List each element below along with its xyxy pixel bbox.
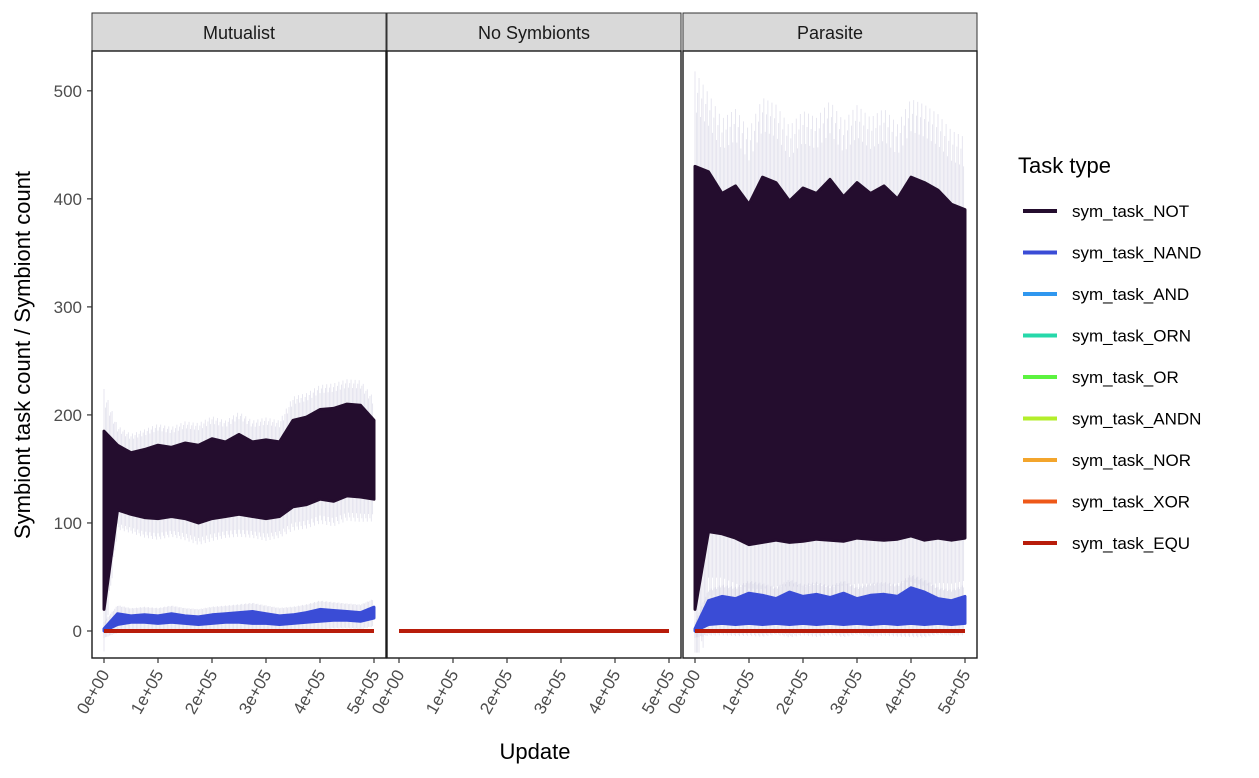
legend-item: sym_task_NOT	[1023, 202, 1189, 221]
sym_task_NOT-band	[693, 164, 967, 611]
x-axis-parasite: 0e+00 1e+05 2e+05 3e+05 4e+05 5e+05	[664, 658, 974, 717]
series-group	[102, 379, 376, 652]
plot-background	[387, 51, 681, 658]
legend-item: sym_task_NAND	[1023, 244, 1201, 263]
legend-label: sym_task_AND	[1072, 285, 1189, 304]
legend: Task type sym_task_NOTsym_task_NANDsym_t…	[1018, 153, 1201, 553]
y-tick-label: 400	[54, 190, 82, 209]
facet-strip-label: No Symbionts	[478, 23, 590, 43]
facet-panels: Mutualist No Symbionts Parasite	[91, 12, 978, 659]
legend-label: sym_task_NAND	[1072, 244, 1201, 263]
x-tick-label: 4e+05	[289, 667, 329, 718]
legend-label: sym_task_NOT	[1072, 202, 1189, 221]
legend-label: sym_task_OR	[1072, 368, 1179, 387]
legend-item: sym_task_OR	[1023, 368, 1179, 387]
panel-border	[386, 50, 682, 659]
legend-label: sym_task_ANDN	[1072, 410, 1201, 429]
x-tick-label: 4e+05	[880, 667, 920, 718]
legend-item: sym_task_NOR	[1023, 451, 1191, 470]
legend-item: sym_task_AND	[1023, 285, 1189, 304]
x-axis-mutualist: 0e+00 1e+05 2e+05 3e+05 4e+05 5e+05	[73, 658, 383, 717]
x-tick-label: 2e+05	[181, 667, 221, 718]
y-tick-label: 500	[54, 82, 82, 101]
legend-label: sym_task_ORN	[1072, 327, 1191, 346]
x-tick-label: 4e+05	[584, 667, 624, 718]
facet-strip-label: Parasite	[797, 23, 863, 43]
sym_task_NOT-band	[102, 402, 376, 611]
legend-title: Task type	[1018, 153, 1111, 178]
x-tick-label: 3e+05	[826, 667, 866, 718]
x-tick-label: 0e+00	[73, 667, 113, 718]
x-tick-label: 1e+05	[718, 667, 758, 718]
panel-border	[91, 50, 387, 659]
y-tick-label: 200	[54, 406, 82, 425]
x-tick-label: 1e+05	[127, 667, 167, 718]
sym_task_NAND-band	[102, 605, 376, 633]
legend-item: sym_task_ORN	[1023, 327, 1191, 346]
facet-panel-no-symbionts: No Symbionts	[386, 12, 682, 659]
x-tick-label: 3e+05	[530, 667, 570, 718]
x-tick-label: 1e+05	[422, 667, 462, 718]
x-tick-label: 2e+05	[476, 667, 516, 718]
legend-label: sym_task_XOR	[1072, 493, 1190, 512]
plot-background	[92, 51, 386, 658]
facet-strip	[386, 12, 682, 52]
facet-strip	[91, 12, 387, 52]
facet-panel-parasite: Parasite	[682, 12, 978, 659]
legend-item: sym_task_XOR	[1023, 493, 1190, 512]
facet-strip	[682, 12, 978, 52]
x-tick-label: 2e+05	[772, 667, 812, 718]
x-tick-label: 5e+05	[934, 667, 974, 718]
y-tick-label: 0	[73, 622, 82, 641]
x-axis-title: Update	[500, 739, 571, 764]
panel-border	[682, 50, 978, 659]
y-tick-label: 100	[54, 514, 82, 533]
y-axis-title: Symbiont task count / Symbiont count	[10, 171, 35, 539]
x-tick-label: 3e+05	[235, 667, 275, 718]
legend-label: sym_task_NOR	[1072, 451, 1191, 470]
x-axis-no-symbionts: 0e+00 1e+05 2e+05 3e+05 4e+05 5e+05	[368, 658, 678, 717]
legend-item: sym_task_ANDN	[1023, 410, 1201, 429]
sym_task_NAND-band	[693, 586, 967, 633]
series-group	[693, 71, 967, 653]
facet-panel-mutualist: Mutualist	[91, 12, 387, 659]
y-axis: 0 100 200 300 400 500	[54, 82, 92, 641]
y-tick-label: 300	[54, 298, 82, 317]
legend-items: sym_task_NOT sym_task_NAND sym_task_ANDsym…	[1023, 202, 1201, 553]
legend-item: sym_task_EQU	[1023, 534, 1190, 553]
facet-strip-label: Mutualist	[203, 23, 275, 43]
legend-label: sym_task_EQU	[1072, 534, 1190, 553]
